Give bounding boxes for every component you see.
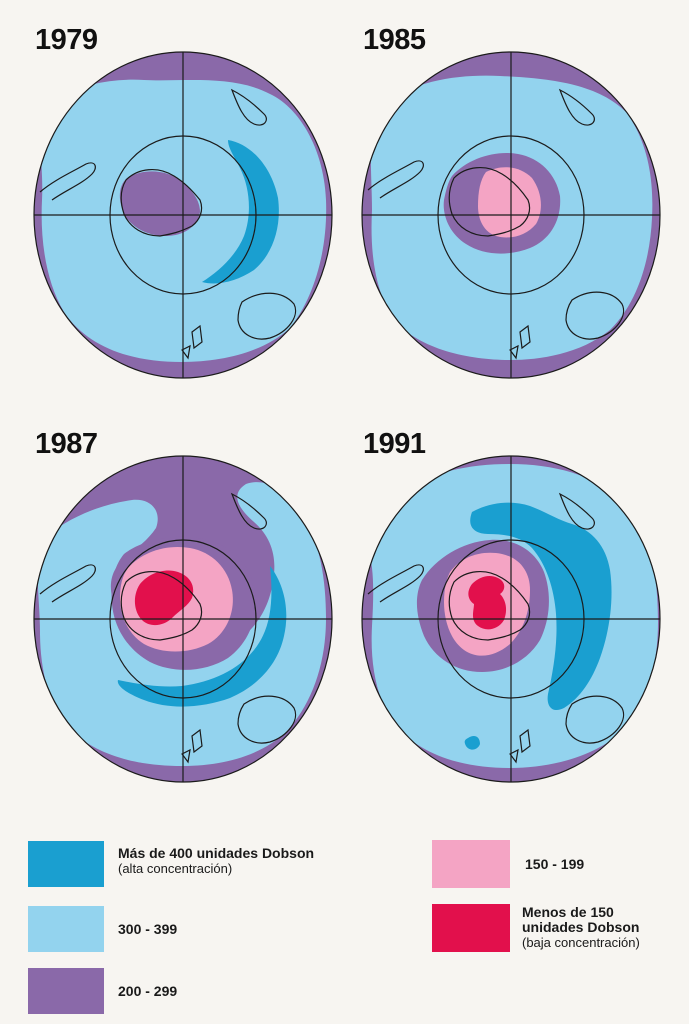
year-label-1987: 1987 — [35, 428, 98, 460]
ozone-map-1987 — [33, 455, 333, 783]
ozone-band-200-299 — [119, 171, 200, 236]
new-zealand-coast — [509, 324, 531, 360]
legend-swatch-300-399 — [28, 906, 104, 952]
new-zealand-coast — [181, 324, 203, 360]
year-label-1991: 1991 — [363, 428, 426, 460]
antarctica-coast — [120, 169, 203, 237]
legend-swatch-200-299 — [28, 968, 104, 1014]
legend-label: 150 - 199 — [525, 856, 585, 872]
new-zealand-coast — [509, 728, 531, 764]
ozone-map-1991 — [361, 455, 661, 783]
ozone-map-1985 — [361, 51, 661, 379]
legend-item-lt150: Menos de 150 unidades Dobson (baja conce… — [522, 904, 682, 951]
ozone-band-lt150 — [134, 570, 194, 626]
ozone-band-300-399 — [37, 482, 326, 766]
australia-coast — [565, 291, 625, 340]
legend-swatch-lt150 — [432, 904, 510, 952]
antarctica-coast — [448, 167, 531, 237]
legend-label: Más de 400 unidades Dobson — [118, 845, 315, 861]
australia-coast — [565, 695, 625, 744]
new-zealand-coast — [181, 728, 203, 764]
south-america-coast — [39, 162, 96, 201]
legend-item-gt400: Más de 400 unidades Dobson (alta concent… — [118, 845, 315, 877]
ozone-band-gt400 — [117, 566, 287, 707]
legend-label: Menos de 150 unidades Dobson — [522, 904, 640, 935]
legend-swatch-gt400 — [28, 841, 104, 887]
legend-swatch-150-199 — [432, 840, 510, 888]
antarctica-coast — [448, 571, 531, 641]
legend-label: 300 - 399 — [118, 921, 178, 937]
south-america-coast — [367, 160, 424, 199]
australia-coast — [237, 695, 297, 744]
year-label-1979: 1979 — [35, 24, 98, 56]
south-america-coast — [367, 564, 424, 603]
ozone-band-gt400 — [202, 140, 279, 284]
australia-coast — [237, 292, 297, 340]
ozone-band-lt150 — [468, 576, 507, 630]
south-america-coast — [39, 564, 96, 603]
legend-item-300-399: 300 - 399 — [118, 922, 177, 937]
ozone-band-gt400 — [470, 502, 612, 711]
year-label-1985: 1985 — [363, 24, 426, 56]
africa-coast — [230, 88, 267, 126]
legend-note: (baja concentración) — [522, 935, 640, 950]
legend-item-150-199: 150 - 199 — [525, 857, 584, 872]
antarctica-coast — [120, 571, 203, 641]
legend-note: (alta concentración) — [118, 861, 233, 876]
africa-coast — [230, 492, 267, 530]
ozone-band-gt400 — [464, 736, 480, 750]
legend-label: 200 - 299 — [118, 983, 178, 999]
ozone-map-1979 — [33, 51, 333, 379]
legend-item-200-299: 200 - 299 — [118, 984, 177, 999]
africa-coast — [558, 492, 595, 530]
ozone-band-150-199 — [478, 167, 541, 238]
africa-coast — [558, 88, 595, 126]
